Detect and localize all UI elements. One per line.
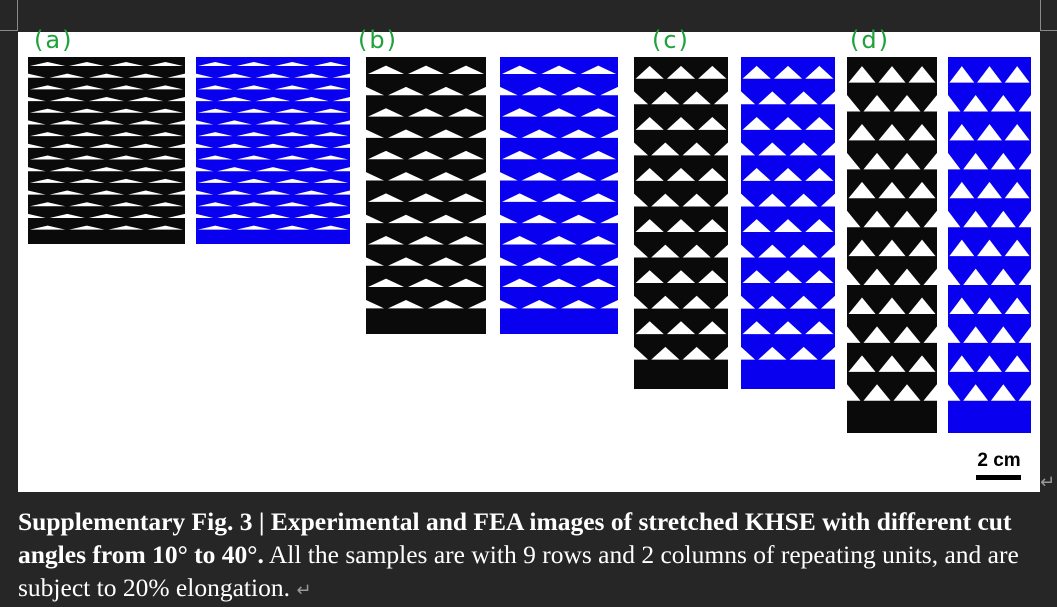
- sample-d-experimental: [847, 57, 937, 433]
- panel-label-b: (b): [358, 26, 398, 54]
- scale-bar: [976, 475, 1021, 480]
- paragraph-mark-icon: ↵: [1040, 472, 1055, 493]
- sample-a-experimental: [28, 57, 185, 244]
- sample-b-fea: [500, 57, 618, 334]
- sample-c-fea: [741, 57, 835, 389]
- sample-b-experimental: [366, 57, 486, 334]
- margin-corner-mark-left: [0, 0, 18, 31]
- document-top-bar: [0, 0, 1057, 32]
- caption-paragraph-mark-icon: ↵: [296, 580, 311, 601]
- panel-label-c: (c): [652, 26, 690, 54]
- sample-c-experimental: [634, 57, 728, 389]
- sample-a-fea: [196, 57, 350, 244]
- figure-caption: Supplementary Fig. 3 | Experimental and …: [18, 505, 1048, 607]
- figure-image: (a) (b) (c) (d) 2 cm: [18, 32, 1040, 492]
- panel-label-d: (d): [850, 26, 890, 54]
- sample-d-fea: [948, 57, 1031, 433]
- scale-bar-label: 2 cm: [974, 450, 1024, 472]
- margin-corner-mark-right: [1040, 0, 1057, 31]
- panel-label-a: (a): [34, 26, 73, 54]
